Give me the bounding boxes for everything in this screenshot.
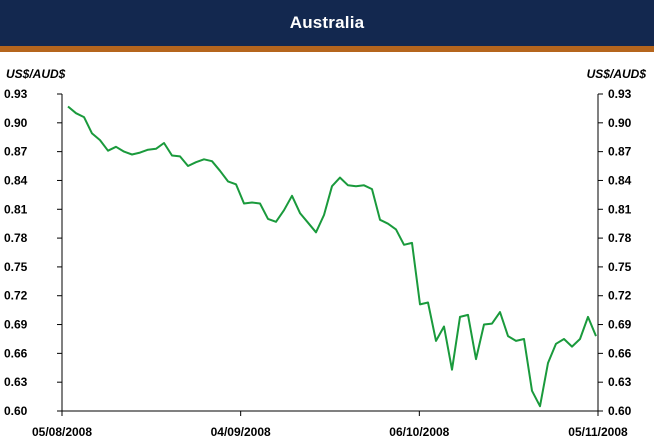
y-tick-label-right: 0.81 [608,202,632,216]
y-tick-label-right: 0.69 [608,318,632,332]
y-tick-label-left: 0.75 [4,260,28,274]
left-axis-unit-label: US$/AUD$ [6,67,66,81]
y-tick-label-right: 0.63 [608,375,632,389]
y-tick-label-left: 0.63 [4,375,28,389]
y-tick-label-left: 0.69 [4,318,28,332]
series-layer [67,105,597,408]
chart-title-bar: Australia [0,0,654,52]
x-tick-label: 06/10/2008 [389,425,449,439]
y-tick-label-right: 0.72 [608,289,632,303]
x-tick-label: 05/08/2008 [32,425,92,439]
y-tick-label-left: 0.81 [4,202,28,216]
x-tick-label: 04/09/2008 [211,425,271,439]
y-tick-label-right: 0.84 [608,173,632,187]
exchange-rate-line [67,105,597,408]
y-tick-label-right: 0.75 [608,260,632,274]
y-tick-label-right: 0.93 [608,87,632,101]
right-axis-unit-label: US$/AUD$ [587,67,647,81]
y-tick-label-right: 0.78 [608,231,632,245]
y-tick-label-right: 0.90 [608,116,632,130]
y-tick-label-left: 0.78 [4,231,28,245]
y-tick-label-left: 0.66 [4,346,28,360]
axes: 0.93 0.93 0.90 0.90 0.87 0.87 0.84 0.84 0.81 0.81… [4,87,632,439]
y-tick-label-left: 0.93 [4,87,28,101]
y-tick-label-left: 0.72 [4,289,28,303]
y-tick-label-left: 0.87 [4,145,28,159]
y-tick-label-right: 0.66 [608,346,632,360]
x-tick-label: 05/11/2008 [568,425,628,439]
y-tick-label-left: 0.84 [4,173,28,187]
y-tick-label-left: 0.60 [4,404,28,418]
y-tick-label-right: 0.87 [608,145,632,159]
y-tick-label-left: 0.90 [4,116,28,130]
y-tick-label-right: 0.60 [608,404,632,418]
chart-title: Australia [289,13,365,32]
